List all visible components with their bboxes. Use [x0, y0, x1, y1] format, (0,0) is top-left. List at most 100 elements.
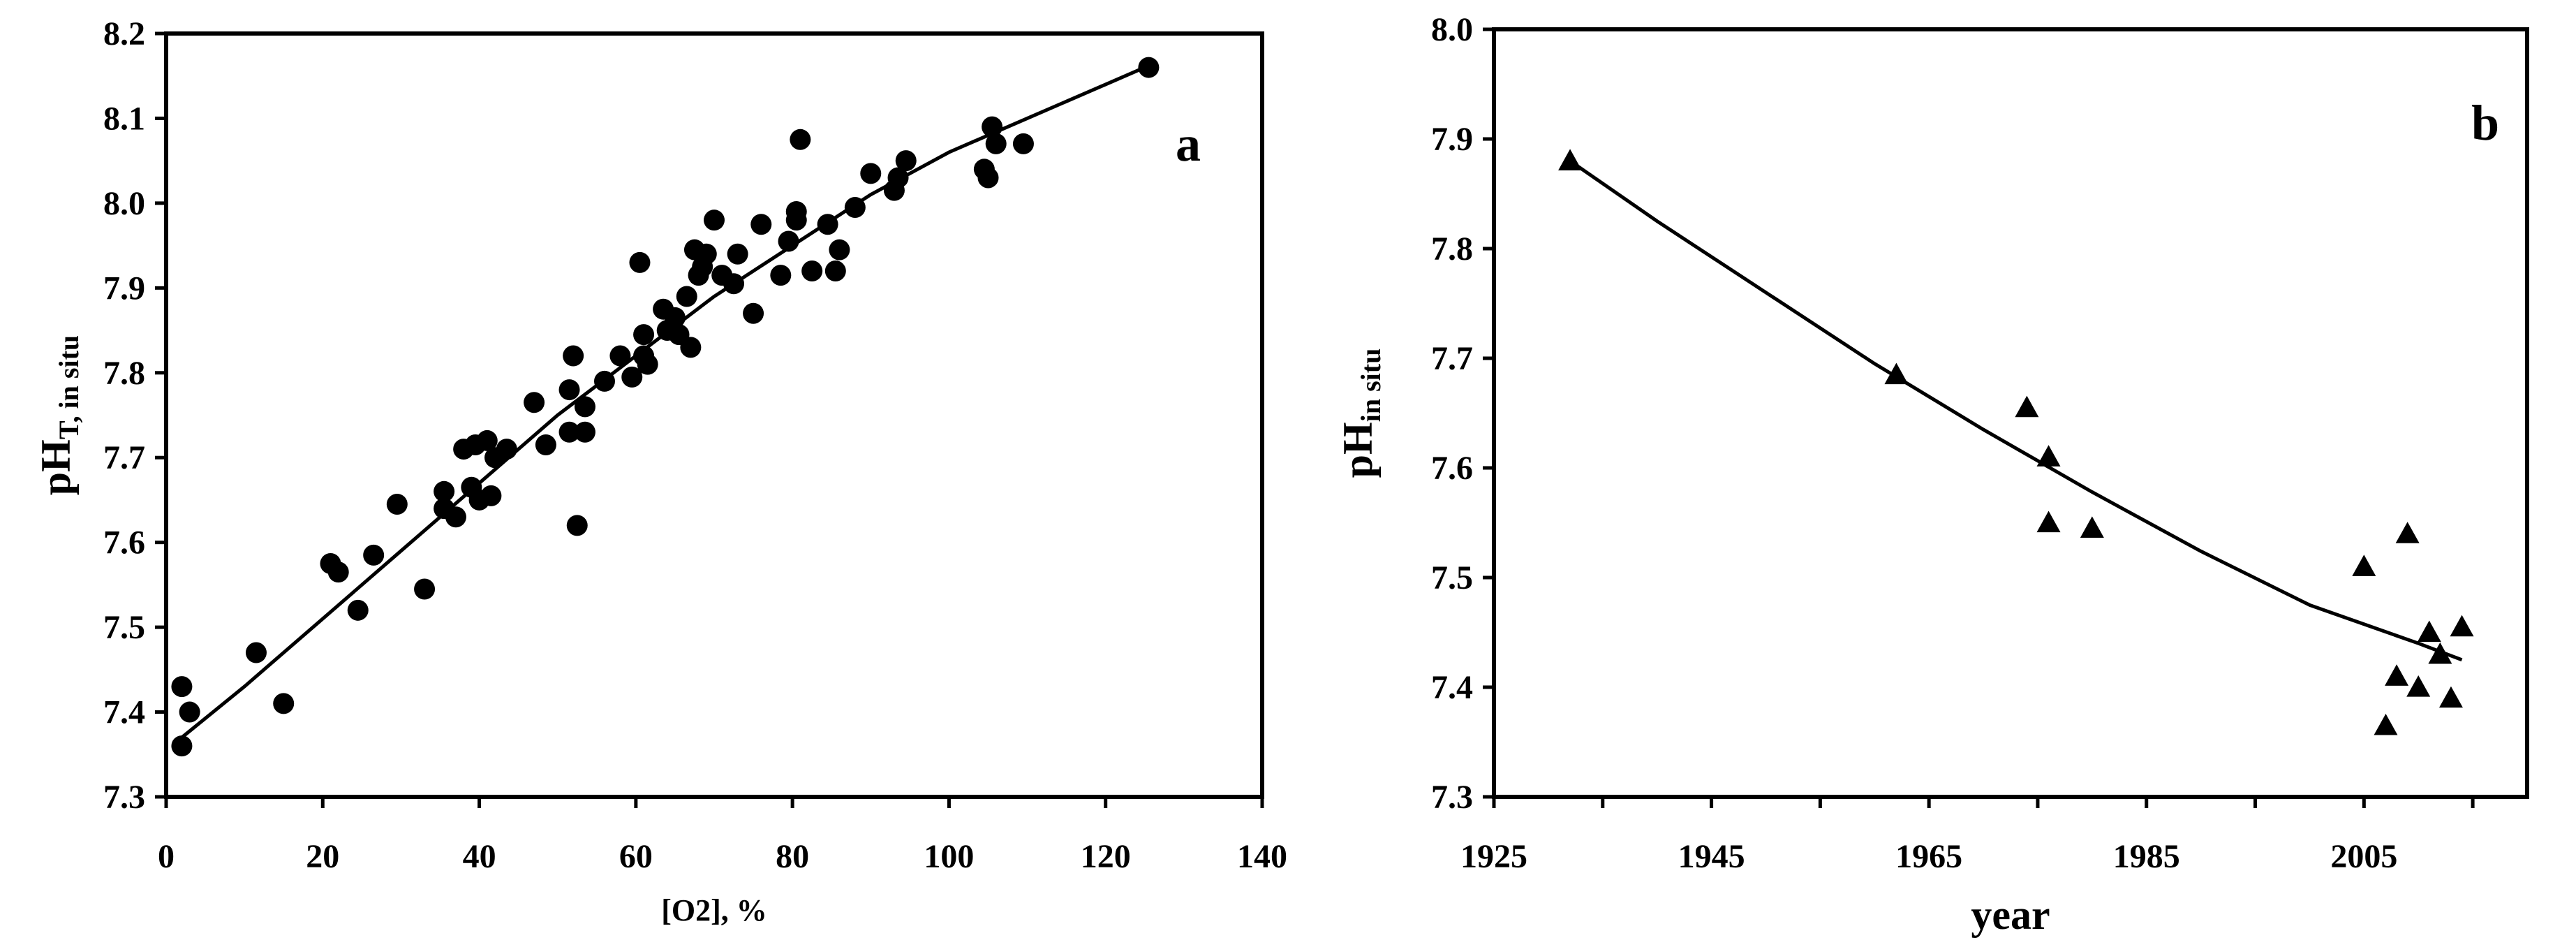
- data-point: [434, 480, 455, 502]
- x-tick-label: 1985: [2113, 838, 2180, 875]
- x-axis-label: [O2], %: [661, 893, 767, 927]
- x-tick-label: 1945: [1678, 838, 1745, 875]
- data-point: [2395, 522, 2420, 543]
- data-point: [727, 243, 748, 265]
- data-point: [414, 578, 436, 600]
- data-point: [860, 163, 882, 184]
- data-point: [574, 396, 595, 418]
- y-tick-label: 7.7: [1431, 340, 1473, 377]
- y-tick-label: 7.9: [103, 270, 145, 307]
- data-point: [2352, 555, 2376, 576]
- data-point: [1884, 362, 1909, 385]
- panel-b-chart: 7.3 7.4 7.5 7.6 7.7 7.8 7.9 8.0 1925 1945 1965 1985…: [1335, 11, 2529, 938]
- panel-a-chart: 7.3 7.4 7.5 7.6 7.7 7.8 7.9 8.0 8.1 8.2 0 20 40 60 80 1…: [33, 15, 1287, 927]
- data-point: [985, 133, 1007, 154]
- data-point: [535, 434, 556, 456]
- data-point: [171, 676, 193, 698]
- x-tick-label: 1965: [1895, 838, 1962, 875]
- data-point: [171, 735, 193, 757]
- y-axis-label-subscript: in situ: [1355, 348, 1386, 423]
- y-tick-label: 7.9: [1431, 121, 1473, 158]
- x-tick-label: 120: [1081, 838, 1131, 875]
- y-tick-label: 8.0: [103, 185, 145, 222]
- data-point: [2406, 675, 2431, 697]
- y-tick-label: 7.7: [103, 439, 145, 476]
- x-tick-label: 0: [158, 838, 175, 875]
- y-tick-label: 8.2: [103, 15, 145, 52]
- data-point: [824, 260, 846, 282]
- data-point: [594, 370, 615, 392]
- data-point: [637, 353, 658, 375]
- data-point: [363, 544, 385, 566]
- y-tick-label: 8.0: [1431, 11, 1473, 48]
- data-point: [558, 379, 580, 401]
- panel-label: b: [2471, 95, 2499, 151]
- y-tick-label: 7.3: [1431, 779, 1473, 816]
- y-tick-label: 7.6: [103, 524, 145, 561]
- data-point: [704, 210, 725, 231]
- x-tick-label: 2005: [2330, 838, 2397, 875]
- y-tick-label: 7.5: [1431, 559, 1473, 596]
- y-tick-label: 7.3: [103, 779, 145, 816]
- data-point: [621, 366, 643, 388]
- data-point: [887, 167, 909, 189]
- data-point: [2417, 620, 2441, 643]
- data-point: [629, 251, 651, 273]
- y-tick-label: 7.8: [1431, 230, 1473, 267]
- y-tick-label: 7.6: [1431, 450, 1473, 487]
- data-point: [1012, 133, 1034, 154]
- data-point: [566, 515, 588, 536]
- trend-line: [180, 66, 1146, 739]
- data-point: [664, 307, 686, 328]
- data-point: [480, 485, 502, 506]
- data-point: [2080, 516, 2104, 538]
- data-point: [829, 239, 850, 260]
- data-point: [977, 167, 999, 189]
- trend-line: [1569, 159, 2463, 662]
- y-tick-label: 7.8: [103, 355, 145, 392]
- y-tick-label: 7.4: [103, 694, 145, 731]
- plot-frame: [164, 31, 1264, 799]
- data-point: [245, 642, 267, 663]
- data-point: [723, 273, 745, 295]
- data-point: [179, 701, 200, 723]
- data-point: [844, 196, 866, 218]
- data-point: [801, 260, 823, 282]
- y-axis-label-subscript: T, in situ: [53, 335, 84, 439]
- y-axis-label-main: pH: [33, 439, 79, 495]
- data-point: [790, 129, 811, 150]
- data-point: [2374, 713, 2398, 735]
- data-point: [2450, 615, 2474, 637]
- data-point: [558, 421, 580, 443]
- data-point: [386, 494, 408, 515]
- x-tick-label: 140: [1237, 838, 1287, 875]
- y-tick-label: 8.1: [103, 100, 145, 137]
- data-point: [496, 439, 517, 460]
- data-point: [2438, 686, 2463, 708]
- y-axis-label-main: pH: [1335, 422, 1381, 478]
- data-point: [778, 230, 799, 252]
- panel-label: a: [1176, 116, 1201, 172]
- data-point: [609, 345, 631, 367]
- x-tick-label: 1925: [1460, 838, 1527, 875]
- x-tick-label: 80: [776, 838, 809, 875]
- data-point: [2036, 445, 2061, 467]
- data-point: [695, 243, 717, 265]
- data-point: [563, 345, 584, 367]
- data-point: [347, 599, 369, 621]
- data-point: [2385, 664, 2409, 686]
- data-point: [785, 201, 807, 223]
- data-point: [676, 286, 697, 307]
- plot-frame: [1492, 27, 2529, 799]
- data-point: [1138, 57, 1160, 78]
- data-point: [750, 214, 772, 235]
- data-point: [445, 506, 466, 528]
- data-point: [743, 302, 764, 324]
- data-point: [817, 214, 838, 235]
- data-point: [476, 430, 498, 451]
- data-point: [524, 392, 545, 413]
- x-axis-label: year: [1971, 892, 2050, 938]
- data-point: [574, 421, 595, 443]
- data-point: [1558, 149, 1583, 170]
